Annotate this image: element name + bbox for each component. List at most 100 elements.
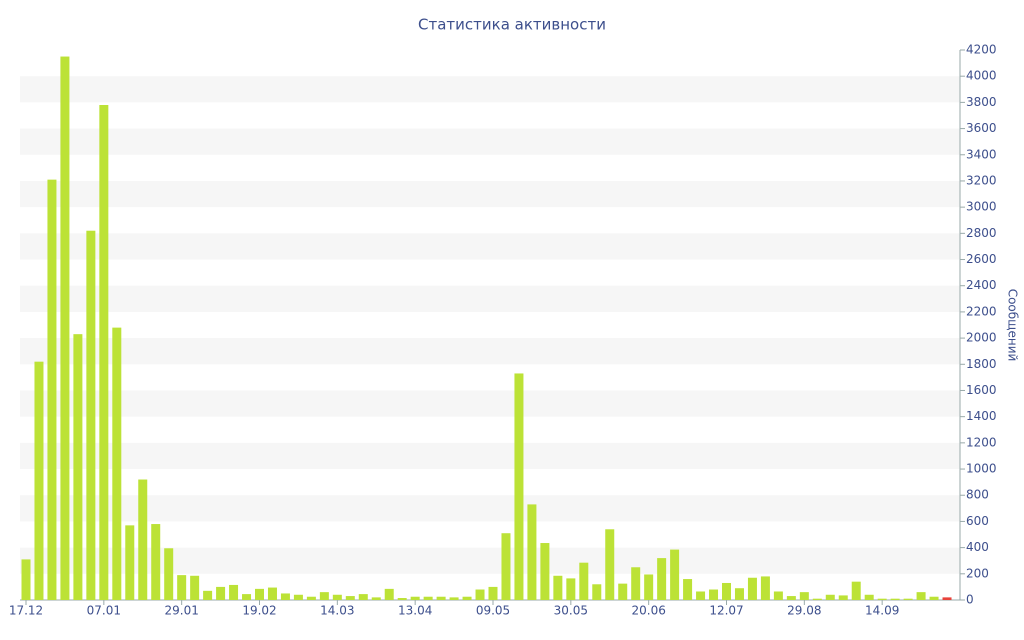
bar (864, 594, 874, 600)
x-tick-label: 30.05 (554, 604, 588, 618)
x-tick-label: 13.04 (398, 604, 432, 618)
bar (799, 592, 809, 600)
bar (436, 596, 446, 600)
grid-band (20, 180, 960, 208)
bar (657, 558, 667, 600)
bar (242, 594, 252, 600)
bar (553, 575, 563, 600)
bar (890, 598, 900, 600)
y-tick-label: 3000 (966, 200, 997, 214)
x-tick-label: 19.02 (242, 604, 276, 618)
bar (255, 588, 264, 600)
bar (60, 56, 70, 601)
y-tick-label: 1000 (966, 462, 997, 476)
bar (631, 567, 641, 600)
x-tick-label: 14.09 (865, 604, 899, 618)
bar (851, 581, 861, 600)
bar (306, 596, 316, 600)
bar (345, 596, 355, 600)
bar (618, 583, 628, 600)
y-tick-label: 0 (966, 593, 974, 607)
bar (151, 524, 161, 600)
bar (125, 525, 135, 600)
bar (229, 584, 239, 600)
y-tick-label: 400 (966, 540, 989, 554)
grid-band (20, 390, 960, 417)
bar (164, 548, 174, 600)
grid-band (20, 338, 960, 365)
bar (683, 579, 693, 600)
bar (177, 575, 187, 600)
y-tick-label: 200 (966, 566, 989, 580)
y-tick-label: 800 (966, 488, 989, 502)
bar (203, 590, 213, 600)
grid-band (20, 285, 960, 312)
bar (293, 594, 303, 600)
bar (397, 598, 407, 600)
chart-title: Статистика активности (418, 16, 606, 34)
y-tick-label: 4000 (966, 69, 997, 83)
y-tick-label: 2000 (966, 331, 997, 345)
y-tick-label: 3600 (966, 121, 997, 135)
bar (488, 586, 498, 600)
bar (722, 582, 731, 600)
bar (190, 575, 200, 600)
bar (812, 598, 822, 600)
bar (371, 597, 381, 600)
y-axis-label: Сообщений (1006, 289, 1020, 362)
y-tick-label: 2800 (966, 226, 997, 240)
bar (475, 589, 485, 600)
bar (903, 598, 913, 600)
grid-band (20, 547, 960, 574)
bar (86, 230, 96, 600)
bar (73, 334, 83, 600)
grid-band (20, 76, 960, 103)
grid-band (20, 233, 960, 260)
bar (825, 594, 835, 600)
x-tick-label: 29.01 (164, 604, 198, 618)
bar (579, 562, 589, 600)
y-tick-label: 2400 (966, 278, 997, 292)
y-tick-label: 1200 (966, 435, 997, 449)
bar (605, 529, 615, 600)
bar (877, 598, 887, 600)
y-tick-label: 1800 (966, 357, 997, 371)
y-tick-label: 600 (966, 514, 989, 528)
bar (384, 588, 394, 600)
bar (138, 479, 148, 600)
bar (112, 327, 122, 600)
bar (410, 596, 420, 600)
bar (734, 588, 744, 600)
grid-band (20, 128, 960, 155)
bar (696, 591, 706, 600)
x-tick-label: 29.08 (787, 604, 821, 618)
bar (747, 577, 757, 600)
x-tick-label: 12.07 (709, 604, 743, 618)
bar (332, 594, 342, 600)
bar (773, 591, 783, 600)
y-tick-label: 2200 (966, 304, 997, 318)
bar (527, 504, 537, 600)
bar (21, 559, 31, 600)
bar (566, 578, 576, 600)
bar (760, 576, 770, 600)
x-tick-label: 20.06 (631, 604, 665, 618)
bar (267, 587, 277, 600)
bar (916, 592, 926, 600)
y-tick-label: 1400 (966, 409, 997, 423)
bar (709, 589, 719, 600)
x-tick-label: 14.03 (320, 604, 354, 618)
y-tick-label: 4200 (966, 43, 997, 57)
bar (34, 361, 44, 600)
bar (929, 596, 939, 600)
bar (592, 584, 602, 600)
bar (501, 533, 511, 600)
bar (47, 179, 57, 600)
bar (449, 597, 459, 600)
x-tick-label: 17.12 (9, 604, 43, 618)
bar (786, 596, 796, 600)
bar (358, 594, 368, 600)
bar (540, 543, 550, 600)
